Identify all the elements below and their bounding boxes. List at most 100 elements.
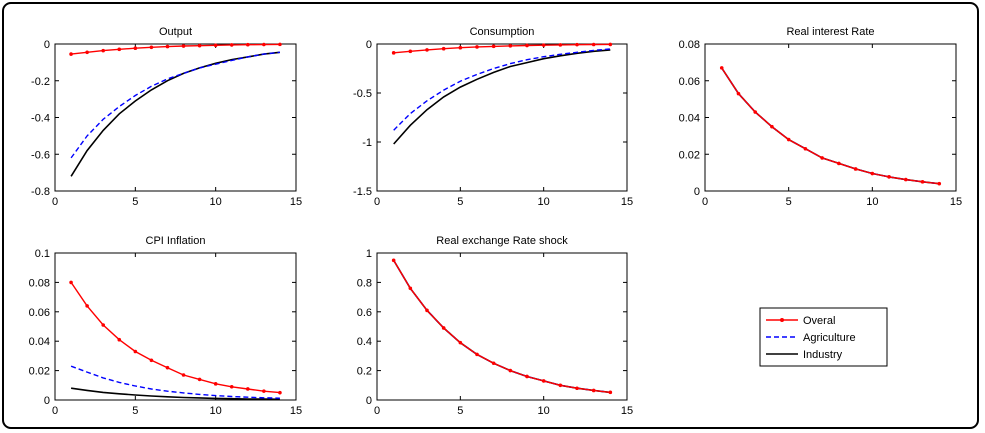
data-point-overall [458, 340, 463, 345]
y-tick-label: 0.06 [29, 307, 50, 319]
data-point-overall [475, 45, 479, 49]
x-tick-label: 15 [621, 405, 633, 417]
data-point-overall [541, 379, 546, 383]
data-point-overall [149, 358, 154, 363]
data-point-overall [213, 43, 218, 48]
x-tick-label: 5 [457, 196, 463, 208]
series-line-overall [71, 43, 280, 55]
legend: Overal Agriculture Industry [759, 307, 888, 367]
data-point-overall [541, 43, 546, 47]
y-tick-label: 0.1 [35, 248, 50, 260]
y-tick-label: -1 [362, 137, 372, 149]
data-point-overall [803, 146, 808, 151]
y-tick-label: -0.2 [31, 76, 50, 88]
subplot-3: Real interest Rate 0 5 10 15 0 0.02 0.04 0.06 0.0… [679, 26, 963, 208]
data-point-overall [575, 386, 579, 391]
subplot-title: Real interest Rate [786, 26, 874, 38]
x-tick-label: 10 [866, 196, 878, 208]
data-point-overall [491, 361, 496, 366]
data-point-overall [408, 286, 413, 291]
y-tick-label: 0.2 [357, 366, 372, 378]
data-point-overall [101, 48, 105, 53]
legend-label-overall: Overal [803, 315, 835, 327]
subplot-title: Output [159, 26, 192, 38]
axes-box [704, 43, 957, 192]
x-tick-label: 0 [374, 405, 380, 417]
x-tick-label: 10 [538, 405, 550, 417]
data-point-overall [85, 50, 89, 55]
y-tick-label: 1 [366, 248, 372, 260]
data-point-overall [262, 42, 266, 47]
series-line-industry [70, 51, 280, 177]
data-point-overall [508, 44, 513, 48]
data-point-overall [229, 43, 234, 47]
data-point-overall [904, 177, 908, 182]
data-point-overall [425, 48, 429, 52]
series-line-agriculture [70, 365, 280, 399]
subplot-4: CPI Inflation 0 5 10 15 0 0.02 0.04 0.06 0.08 0.1 [29, 235, 303, 417]
subplot-title: Real exchange Rate shock [436, 235, 568, 247]
subplot-1: Output 0 5 10 15 -0.8 -0.6 -0.4 -0.2 0 [31, 26, 302, 208]
y-tick-label: 0 [366, 395, 372, 407]
legend-marker-overall [780, 318, 784, 322]
y-tick-label: 0.4 [357, 336, 372, 348]
data-point-overall [591, 42, 596, 47]
y-tick-label: 0.04 [29, 336, 50, 348]
data-point-overall [719, 66, 724, 70]
legend-label-agriculture: Agriculture [803, 332, 856, 344]
data-point-overall [85, 304, 89, 308]
data-point-overall [408, 49, 413, 54]
data-point-overall [853, 167, 858, 171]
series-line-industry [393, 49, 611, 145]
data-point-overall [558, 43, 563, 47]
data-point-overall [441, 326, 446, 330]
data-point-overall [181, 44, 186, 48]
subplot-5: Real exchange Rate shock 0 5 10 15 0 0.2 0.4 0.6… [357, 235, 633, 417]
data-point-overall [525, 43, 529, 48]
data-point-overall [425, 308, 429, 313]
data-point-overall [591, 388, 596, 393]
data-point-overall [197, 43, 202, 48]
data-point-overall [837, 161, 841, 166]
data-point-overall [820, 156, 824, 160]
data-point-overall [458, 45, 463, 50]
x-tick-label: 5 [132, 405, 138, 417]
data-point-overall [391, 51, 396, 55]
series-line-industry [70, 387, 280, 401]
data-point-overall [525, 374, 529, 379]
x-tick-label: 10 [538, 196, 550, 208]
data-point-overall [575, 42, 579, 47]
x-tick-label: 5 [457, 405, 463, 417]
x-tick-label: 5 [786, 196, 792, 208]
data-point-overall [165, 365, 170, 370]
subplot-2: Consumption 0 5 10 15 -1.5 -1 -0.5 0 [353, 26, 633, 208]
data-point-overall [278, 390, 282, 395]
axes-box [376, 252, 628, 401]
data-point-overall [920, 180, 925, 184]
x-tick-label: 15 [621, 196, 633, 208]
data-point-overall [213, 382, 218, 386]
y-tick-label: 0 [694, 186, 700, 198]
data-point-overall [870, 171, 875, 176]
data-point-overall [133, 46, 138, 51]
y-tick-label: 0.8 [357, 277, 372, 289]
series-line-overall [70, 282, 280, 394]
legend-label-industry: Industry [803, 349, 843, 361]
data-point-overall [117, 337, 122, 342]
data-point-overall [133, 349, 138, 354]
subplot-title: CPI Inflation [146, 235, 206, 247]
x-tick-label: 0 [702, 196, 708, 208]
series-line-overall [721, 67, 940, 185]
data-point-overall [753, 110, 757, 114]
data-point-overall [246, 387, 250, 391]
data-point-overall [149, 45, 154, 50]
data-point-overall [736, 91, 741, 96]
y-tick-label: 0.08 [679, 39, 700, 51]
data-point-overall [508, 368, 513, 373]
y-tick-label: -0.6 [31, 149, 50, 161]
data-point-overall [608, 42, 613, 47]
y-tick-label: -0.5 [353, 88, 372, 100]
axes-box [54, 43, 297, 192]
x-tick-label: 15 [950, 196, 962, 208]
y-tick-label: 0.02 [679, 149, 700, 161]
